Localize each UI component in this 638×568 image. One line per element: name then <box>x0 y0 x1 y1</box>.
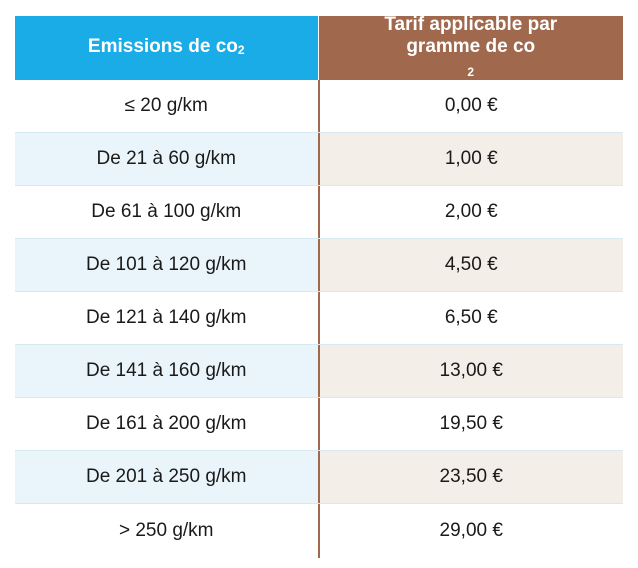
table-row: De 121 à 140 g/km 6,50 € <box>15 292 623 345</box>
table-row: De 161 à 200 g/km 19,50 € <box>15 398 623 451</box>
tarif-cell: 4,50 € <box>317 239 623 291</box>
table-row: > 250 g/km 29,00 € <box>15 504 623 558</box>
header-tarif-line1: Tarif applicable par <box>384 13 558 35</box>
emission-cell: > 250 g/km <box>118 520 214 541</box>
table-row: ≤ 20 g/km 0,00 € <box>15 80 623 133</box>
tarif-cell: 29,00 € <box>317 504 624 558</box>
tarif-cell: 23,50 € <box>317 451 623 503</box>
emission-cell: De 161 à 200 g/km <box>85 413 247 434</box>
table-row: De 61 à 100 g/km 2,00 € <box>15 186 623 239</box>
header-emissions-label: Emissions de co2 <box>87 35 245 57</box>
tariff-table: Emissions de co2 Tarif applicable par gr… <box>15 13 623 558</box>
emission-cell: De 21 à 60 g/km <box>15 133 318 185</box>
table-row: De 21 à 60 g/km 1,00 € <box>15 133 623 186</box>
tarif-cell: 6,50 € <box>317 292 624 344</box>
emission-cell: De 141 à 160 g/km <box>15 345 318 397</box>
table-row: De 141 à 160 g/km 13,00 € <box>15 345 623 398</box>
emission-cell: De 201 à 250 g/km <box>15 451 318 503</box>
emission-cell: De 61 à 100 g/km <box>91 201 242 222</box>
header-tarif-line2: gramme de co 2 <box>406 35 536 79</box>
emission-cell: ≤ 20 g/km <box>124 95 208 116</box>
header-emissions: Emissions de co2 <box>15 16 318 80</box>
header-tarif: Tarif applicable par gramme de co 2 <box>317 13 623 80</box>
tarif-cell: 1,00 € <box>317 133 623 185</box>
tarif-cell: 13,00 € <box>317 345 623 397</box>
tarif-cell: 0,00 € <box>317 80 624 132</box>
tarif-cell: 2,00 € <box>317 186 624 238</box>
emission-cell: De 101 à 120 g/km <box>15 239 318 291</box>
table-row: De 201 à 250 g/km 23,50 € <box>15 451 623 504</box>
emission-cell: De 121 à 140 g/km <box>85 307 247 328</box>
table-row: De 101 à 120 g/km 4,50 € <box>15 239 623 292</box>
table-header: Emissions de co2 Tarif applicable par gr… <box>15 13 623 80</box>
table-body: ≤ 20 g/km 0,00 € De 21 à 60 g/km 1,00 € … <box>15 80 623 558</box>
tarif-cell: 19,50 € <box>317 398 624 450</box>
